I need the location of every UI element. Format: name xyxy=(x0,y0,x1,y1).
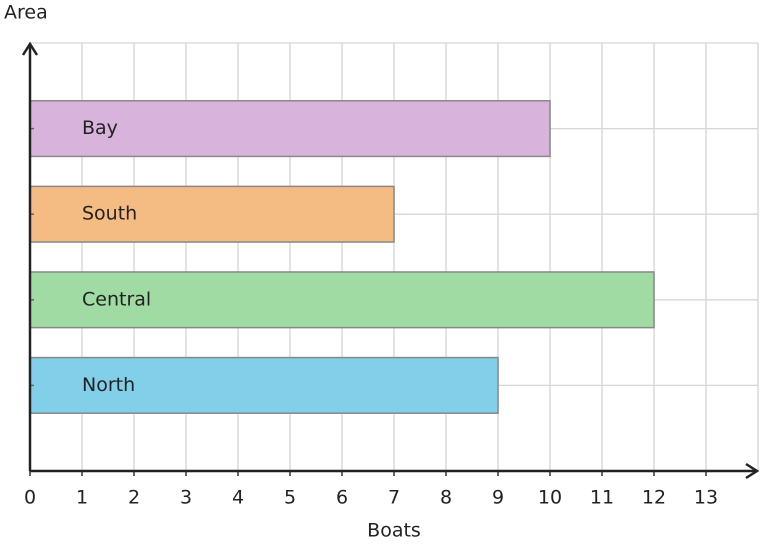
y-axis-arrow xyxy=(21,41,39,56)
x-tick-label: 8 xyxy=(440,487,452,509)
x-tick-label: 0 xyxy=(24,487,36,509)
category-label: Central xyxy=(82,288,151,310)
x-tick-label: 3 xyxy=(180,487,192,509)
x-axis-arrow xyxy=(745,462,760,480)
bar xyxy=(29,271,655,329)
x-tick-label: 9 xyxy=(492,487,504,509)
bar xyxy=(29,100,551,158)
category-label: North xyxy=(82,374,135,396)
category-label: Bay xyxy=(82,117,118,139)
bar xyxy=(29,356,499,414)
x-tick-label: 5 xyxy=(284,487,296,509)
category-label: South xyxy=(82,203,137,225)
x-tick-label: 2 xyxy=(128,487,140,509)
x-tick-label: 10 xyxy=(538,487,562,509)
x-tick-label: 12 xyxy=(642,487,666,509)
x-tick-label: 4 xyxy=(232,487,244,509)
x-tick-label: 7 xyxy=(388,487,400,509)
x-tick-label: 6 xyxy=(336,487,348,509)
x-tick-label: 11 xyxy=(590,487,614,509)
x-axis-label: Boats xyxy=(367,520,421,542)
y-axis-label: Area xyxy=(4,2,48,24)
x-tick-label: 13 xyxy=(694,487,718,509)
x-tick-label: 1 xyxy=(76,487,88,509)
bar xyxy=(29,185,395,243)
